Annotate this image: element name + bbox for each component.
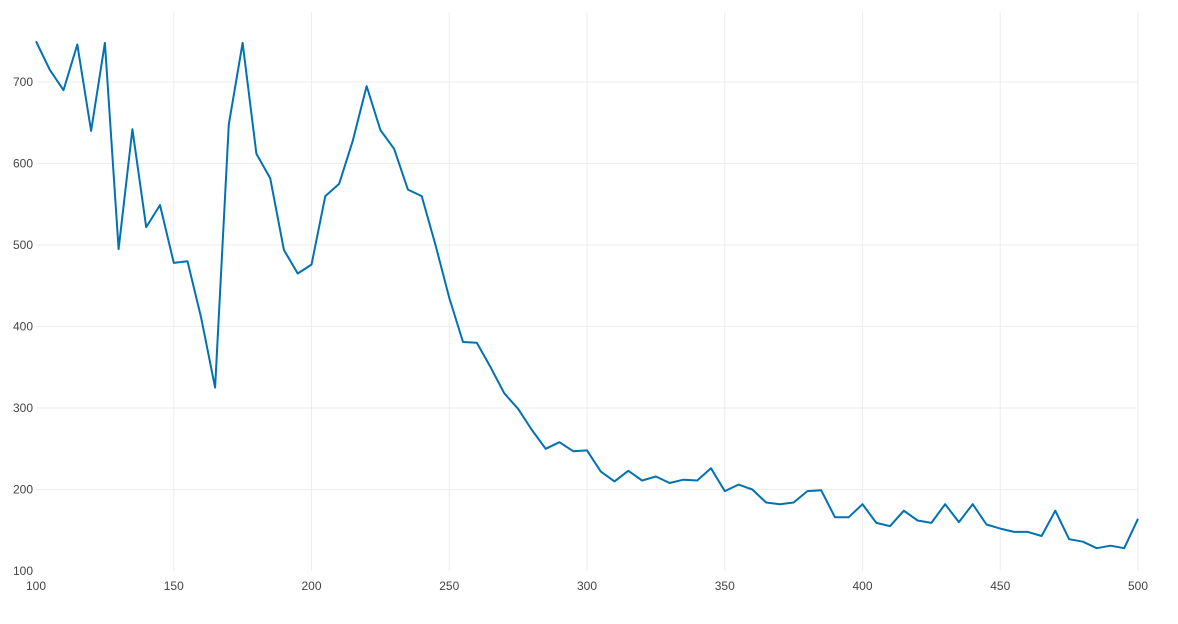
series-group <box>35 40 1139 550</box>
x-tick-label: 500 <box>1128 579 1148 593</box>
y-tick-label: 400 <box>13 320 33 334</box>
y-tick-label: 300 <box>13 401 33 415</box>
y-tick-labels: 100 200 300 400 500 600 700 <box>13 75 33 578</box>
x-tick-label: 450 <box>990 579 1010 593</box>
x-tick-label: 200 <box>301 579 321 593</box>
x-tick-label: 350 <box>715 579 735 593</box>
series-line <box>35 40 1139 550</box>
y-tick-label: 500 <box>13 238 33 252</box>
y-gridlines <box>36 81 1138 490</box>
x-tick-label: 250 <box>439 579 459 593</box>
x-tick-label: 400 <box>852 579 872 593</box>
y-tick-label: 700 <box>13 75 33 89</box>
x-tick-label: 100 <box>26 579 46 593</box>
y-tick-label: 200 <box>13 483 33 497</box>
x-tick-label: 300 <box>577 579 597 593</box>
y-tick-label: 100 <box>13 564 33 578</box>
y-tick-label: 600 <box>13 157 33 171</box>
x-tick-label: 150 <box>164 579 184 593</box>
x-gridlines <box>173 12 1139 571</box>
x-tick-labels: 100 150 200 250 300 350 400 450 500 <box>26 579 1148 593</box>
